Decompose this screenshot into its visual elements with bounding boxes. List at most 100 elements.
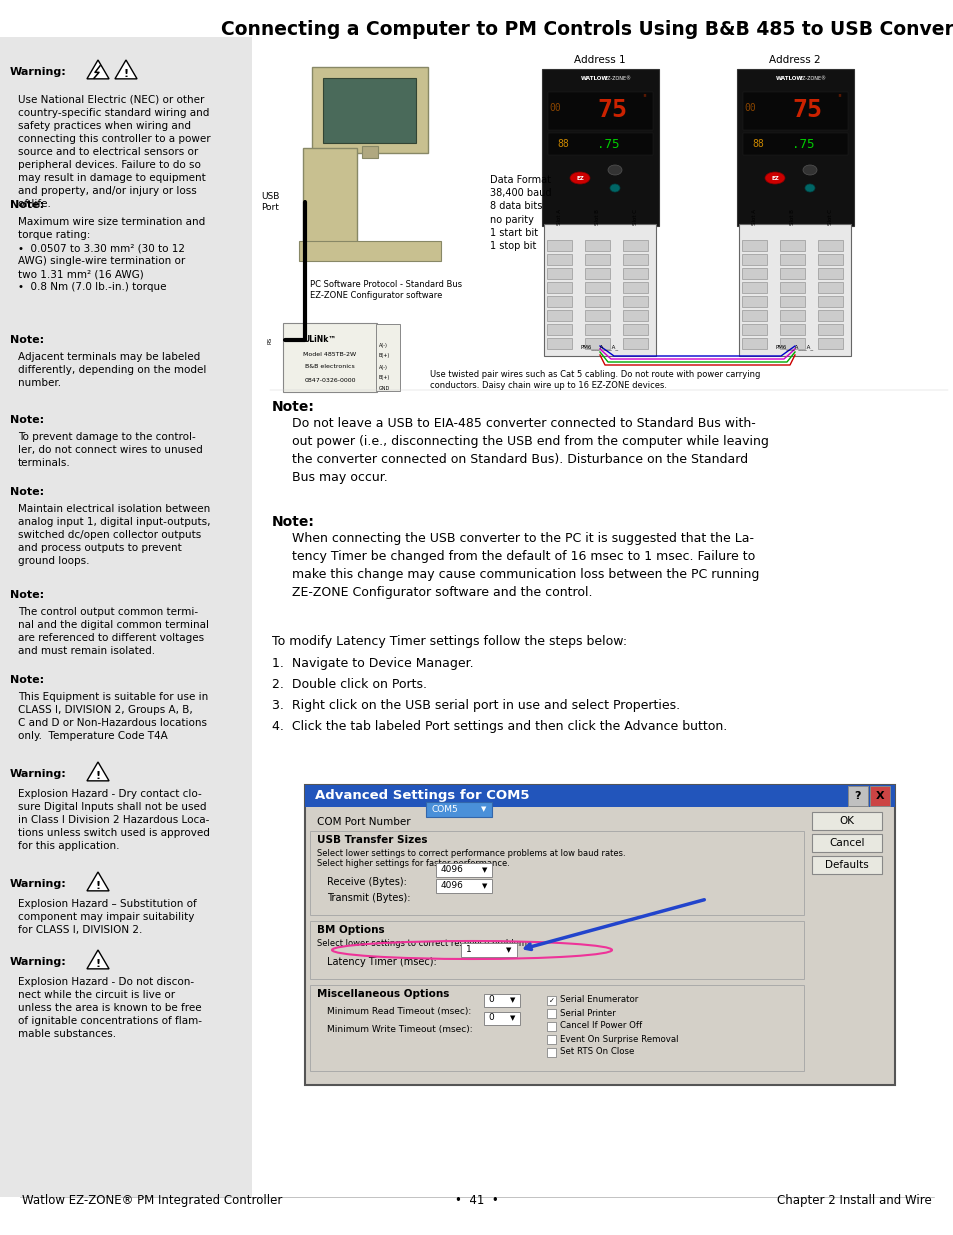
Text: PM6___A___A_: PM6___A___A_ <box>580 345 618 350</box>
Text: Explosion Hazard - Dry contact clo-
sure Digital Inputs shall not be used
in Cla: Explosion Hazard - Dry contact clo- sure… <box>18 789 210 851</box>
FancyBboxPatch shape <box>623 268 648 279</box>
FancyBboxPatch shape <box>310 986 803 1071</box>
Text: Model 485TB-2W: Model 485TB-2W <box>303 352 356 357</box>
Text: The control output common termi-
nal and the digital common terminal
are referen: The control output common termi- nal and… <box>18 606 209 656</box>
Text: 2.  Double click on Ports.: 2. Double click on Ports. <box>272 678 427 692</box>
Polygon shape <box>114 61 137 79</box>
Text: WATLOW: WATLOW <box>580 75 608 80</box>
FancyBboxPatch shape <box>741 240 767 251</box>
Text: This Equipment is suitable for use in
CLASS I, DIVISION 2, Groups A, B,
C and D : This Equipment is suitable for use in CL… <box>18 692 208 741</box>
FancyBboxPatch shape <box>547 282 572 293</box>
Ellipse shape <box>802 165 816 175</box>
Text: Receive (Bytes):: Receive (Bytes): <box>327 877 406 887</box>
FancyBboxPatch shape <box>436 862 492 877</box>
Text: Note:: Note: <box>272 400 314 414</box>
Text: Adjacent terminals may be labeled
differently, depending on the model
number.: Adjacent terminals may be labeled differ… <box>18 352 206 388</box>
Text: ULiNk™: ULiNk™ <box>303 336 336 345</box>
FancyBboxPatch shape <box>780 324 804 335</box>
FancyBboxPatch shape <box>818 268 842 279</box>
FancyBboxPatch shape <box>546 995 556 1005</box>
Text: Slot A: Slot A <box>557 209 562 225</box>
Text: Connecting a Computer to PM Controls Using B&B 485 to USB Converter: Connecting a Computer to PM Controls Usi… <box>221 20 953 40</box>
Text: Do not leave a USB to EIA-485 converter connected to Standard Bus with-
out powe: Do not leave a USB to EIA-485 converter … <box>292 417 768 484</box>
FancyBboxPatch shape <box>546 1023 556 1031</box>
FancyBboxPatch shape <box>818 295 842 306</box>
Text: Latency Timer (msec):: Latency Timer (msec): <box>327 957 436 967</box>
FancyBboxPatch shape <box>585 337 610 348</box>
Text: !: ! <box>123 69 129 79</box>
FancyBboxPatch shape <box>546 1035 556 1044</box>
Text: Chapter 2 Install and Wire: Chapter 2 Install and Wire <box>777 1194 931 1207</box>
Text: 4096: 4096 <box>440 882 463 890</box>
Text: ▼: ▼ <box>482 867 487 873</box>
Text: WATLOW: WATLOW <box>776 75 803 80</box>
Text: To modify Latency Timer settings follow the steps below:: To modify Latency Timer settings follow … <box>272 635 626 648</box>
FancyBboxPatch shape <box>741 253 767 264</box>
Text: '': '' <box>641 93 647 103</box>
Text: Advanced Settings for COM5: Advanced Settings for COM5 <box>314 789 529 803</box>
FancyBboxPatch shape <box>283 324 376 391</box>
FancyBboxPatch shape <box>323 78 416 143</box>
FancyBboxPatch shape <box>741 295 767 306</box>
FancyBboxPatch shape <box>541 69 659 226</box>
Text: Note:: Note: <box>10 415 44 425</box>
Text: ▼: ▼ <box>481 806 486 811</box>
Text: Note:: Note: <box>10 590 44 600</box>
Text: Select higher settings for faster performance.: Select higher settings for faster perfor… <box>316 860 509 868</box>
Text: Cancel If Power Off: Cancel If Power Off <box>559 1021 641 1030</box>
Text: COM5: COM5 <box>432 804 458 814</box>
Text: ▼: ▼ <box>482 883 487 889</box>
Text: Warning:: Warning: <box>10 879 67 889</box>
FancyBboxPatch shape <box>375 324 399 391</box>
FancyBboxPatch shape <box>818 337 842 348</box>
Text: Use National Electric (NEC) or other
country-specific standard wiring and
safety: Use National Electric (NEC) or other cou… <box>18 95 211 209</box>
Text: Defaults: Defaults <box>824 860 868 869</box>
FancyBboxPatch shape <box>818 253 842 264</box>
Text: '': '' <box>837 93 841 103</box>
FancyBboxPatch shape <box>818 310 842 321</box>
Text: To prevent damage to the control-
ler, do not connect wires to unused
terminals.: To prevent damage to the control- ler, d… <box>18 432 203 468</box>
FancyBboxPatch shape <box>741 324 767 335</box>
Text: 4.  Click the tab labeled Port settings and then click the Advance button.: 4. Click the tab labeled Port settings a… <box>272 720 726 734</box>
Ellipse shape <box>569 172 589 184</box>
FancyBboxPatch shape <box>310 921 803 979</box>
FancyBboxPatch shape <box>869 785 889 806</box>
Text: Serial Enumerator: Serial Enumerator <box>559 995 638 1004</box>
FancyBboxPatch shape <box>818 324 842 335</box>
FancyBboxPatch shape <box>741 282 767 293</box>
Text: EZ-ZONE®: EZ-ZONE® <box>604 75 631 80</box>
Text: When connecting the USB converter to the PC it is suggested that the La-
tency T: When connecting the USB converter to the… <box>292 532 759 599</box>
Text: Slot A: Slot A <box>752 209 757 225</box>
FancyBboxPatch shape <box>312 67 428 153</box>
Text: Explosion Hazard – Substitution of
component may impair suitability
for CLASS I,: Explosion Hazard – Substitution of compo… <box>18 899 196 935</box>
FancyBboxPatch shape <box>484 1011 520 1025</box>
FancyBboxPatch shape <box>739 224 850 356</box>
FancyBboxPatch shape <box>547 337 572 348</box>
Text: 3.  Right click on the USB serial port in use and select Properties.: 3. Right click on the USB serial port in… <box>272 699 679 713</box>
FancyBboxPatch shape <box>623 295 648 306</box>
Polygon shape <box>87 762 109 781</box>
FancyBboxPatch shape <box>585 324 610 335</box>
Polygon shape <box>87 61 109 79</box>
FancyBboxPatch shape <box>623 253 648 264</box>
Text: ▼: ▼ <box>506 947 511 953</box>
Text: 75: 75 <box>597 98 626 122</box>
Text: Data Format
38,400 baud
8 data bits
no parity
1 start bit
1 stop bit: Data Format 38,400 baud 8 data bits no p… <box>490 175 551 251</box>
Text: Note:: Note: <box>272 515 314 529</box>
Text: ✓: ✓ <box>548 998 554 1004</box>
FancyBboxPatch shape <box>623 337 648 348</box>
FancyBboxPatch shape <box>847 785 867 806</box>
Text: •  41  •: • 41 • <box>455 1194 498 1207</box>
Text: !: ! <box>95 881 100 890</box>
FancyBboxPatch shape <box>818 282 842 293</box>
Text: Warning:: Warning: <box>10 67 67 77</box>
FancyBboxPatch shape <box>623 240 648 251</box>
Text: 0: 0 <box>488 1014 494 1023</box>
Text: Watlow EZ-ZONE® PM Integrated Controller: Watlow EZ-ZONE® PM Integrated Controller <box>22 1194 282 1207</box>
Polygon shape <box>87 950 109 968</box>
FancyBboxPatch shape <box>298 241 440 261</box>
FancyBboxPatch shape <box>547 240 572 251</box>
FancyBboxPatch shape <box>623 282 648 293</box>
Text: BM Options: BM Options <box>316 925 384 935</box>
Text: COM Port Number: COM Port Number <box>316 818 410 827</box>
